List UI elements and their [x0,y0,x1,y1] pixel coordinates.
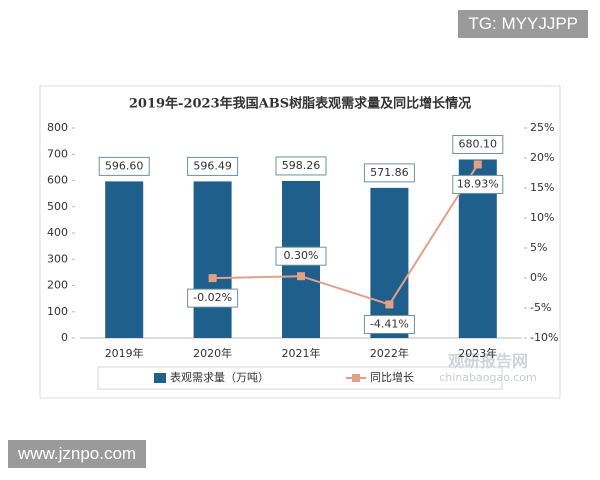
y-tick-label: 700 [47,147,68,160]
y2-tick-label: 15% [530,181,554,194]
y-tick-label: 200 [47,279,68,292]
brand-watermark: 观研报告网 [448,352,528,371]
x-tick-label: 2020年 [193,346,232,360]
brand-url-watermark: chinabaogao.com [439,371,537,384]
y2-tick-label: 25% [530,121,554,134]
y2-tick-label: -10% [530,331,558,344]
x-tick-label: 2021年 [282,346,321,360]
legend-marker [352,374,360,382]
line-value-label: 18.93% [457,177,499,190]
x-tick-label: 2022年 [370,346,409,360]
y-tick-label: 800 [47,121,68,134]
line-marker [385,300,394,309]
y-tick-label: 0 [61,331,68,344]
line-value-label-box [275,246,327,266]
bar-value-label: 680.10 [459,137,498,150]
y2-tick-label: -5% [530,301,551,314]
bar [193,181,232,338]
line-value-label: -4.41% [370,317,409,330]
watermark-bottom: www.jznpo.com [8,440,147,468]
y-tick-label: 400 [47,226,68,239]
line-value-label-box [452,174,504,194]
line-value-label: -0.02% [193,291,232,304]
x-tick-label: 2019年 [105,346,144,360]
y-tick-label: 100 [47,305,68,318]
line-marker [473,160,482,169]
bar-value-label-box [275,156,327,176]
bar-value-label-box [187,156,239,176]
line-value-label: 0.30% [284,249,319,262]
y2-tick-label: 5% [530,241,547,254]
bar-value-label-box [98,156,150,176]
line-marker [297,272,305,281]
line [212,163,479,306]
bar-value-label: 598.26 [282,159,321,172]
legend-label: 同比增长 [370,370,414,384]
line-value-label-box [187,288,239,308]
line-marker [208,274,217,283]
bar [282,180,320,338]
legend-label: 表观需求量（万吨） [170,370,269,384]
y2-tick-label: 0% [530,271,547,284]
legend-swatch [154,373,166,383]
y2-tick-label: 10% [530,211,554,224]
bar [458,159,497,338]
bar-value-label: 571.86 [370,166,409,179]
bar-value-label: 596.49 [193,159,232,172]
bar [370,187,409,338]
y-tick-label: 600 [47,174,68,187]
y-tick-label: 300 [47,252,68,265]
x-tick-label: 2023年 [458,346,497,360]
bar-value-label-box [363,163,415,183]
watermark-top: TG: MYYJJPP [458,10,588,38]
chart-frame [39,85,561,399]
legend-frame [97,366,503,390]
line-value-label-box [363,314,415,334]
chart-title: 2019年-2023年我国ABS树脂表观需求量及同比增长情况 [129,96,471,112]
bar [105,181,144,338]
y2-tick-label: 20% [530,151,554,164]
bar-value-label-box [452,134,504,154]
y-tick-label: 500 [47,200,68,213]
bar-value-label: 596.60 [105,159,144,172]
